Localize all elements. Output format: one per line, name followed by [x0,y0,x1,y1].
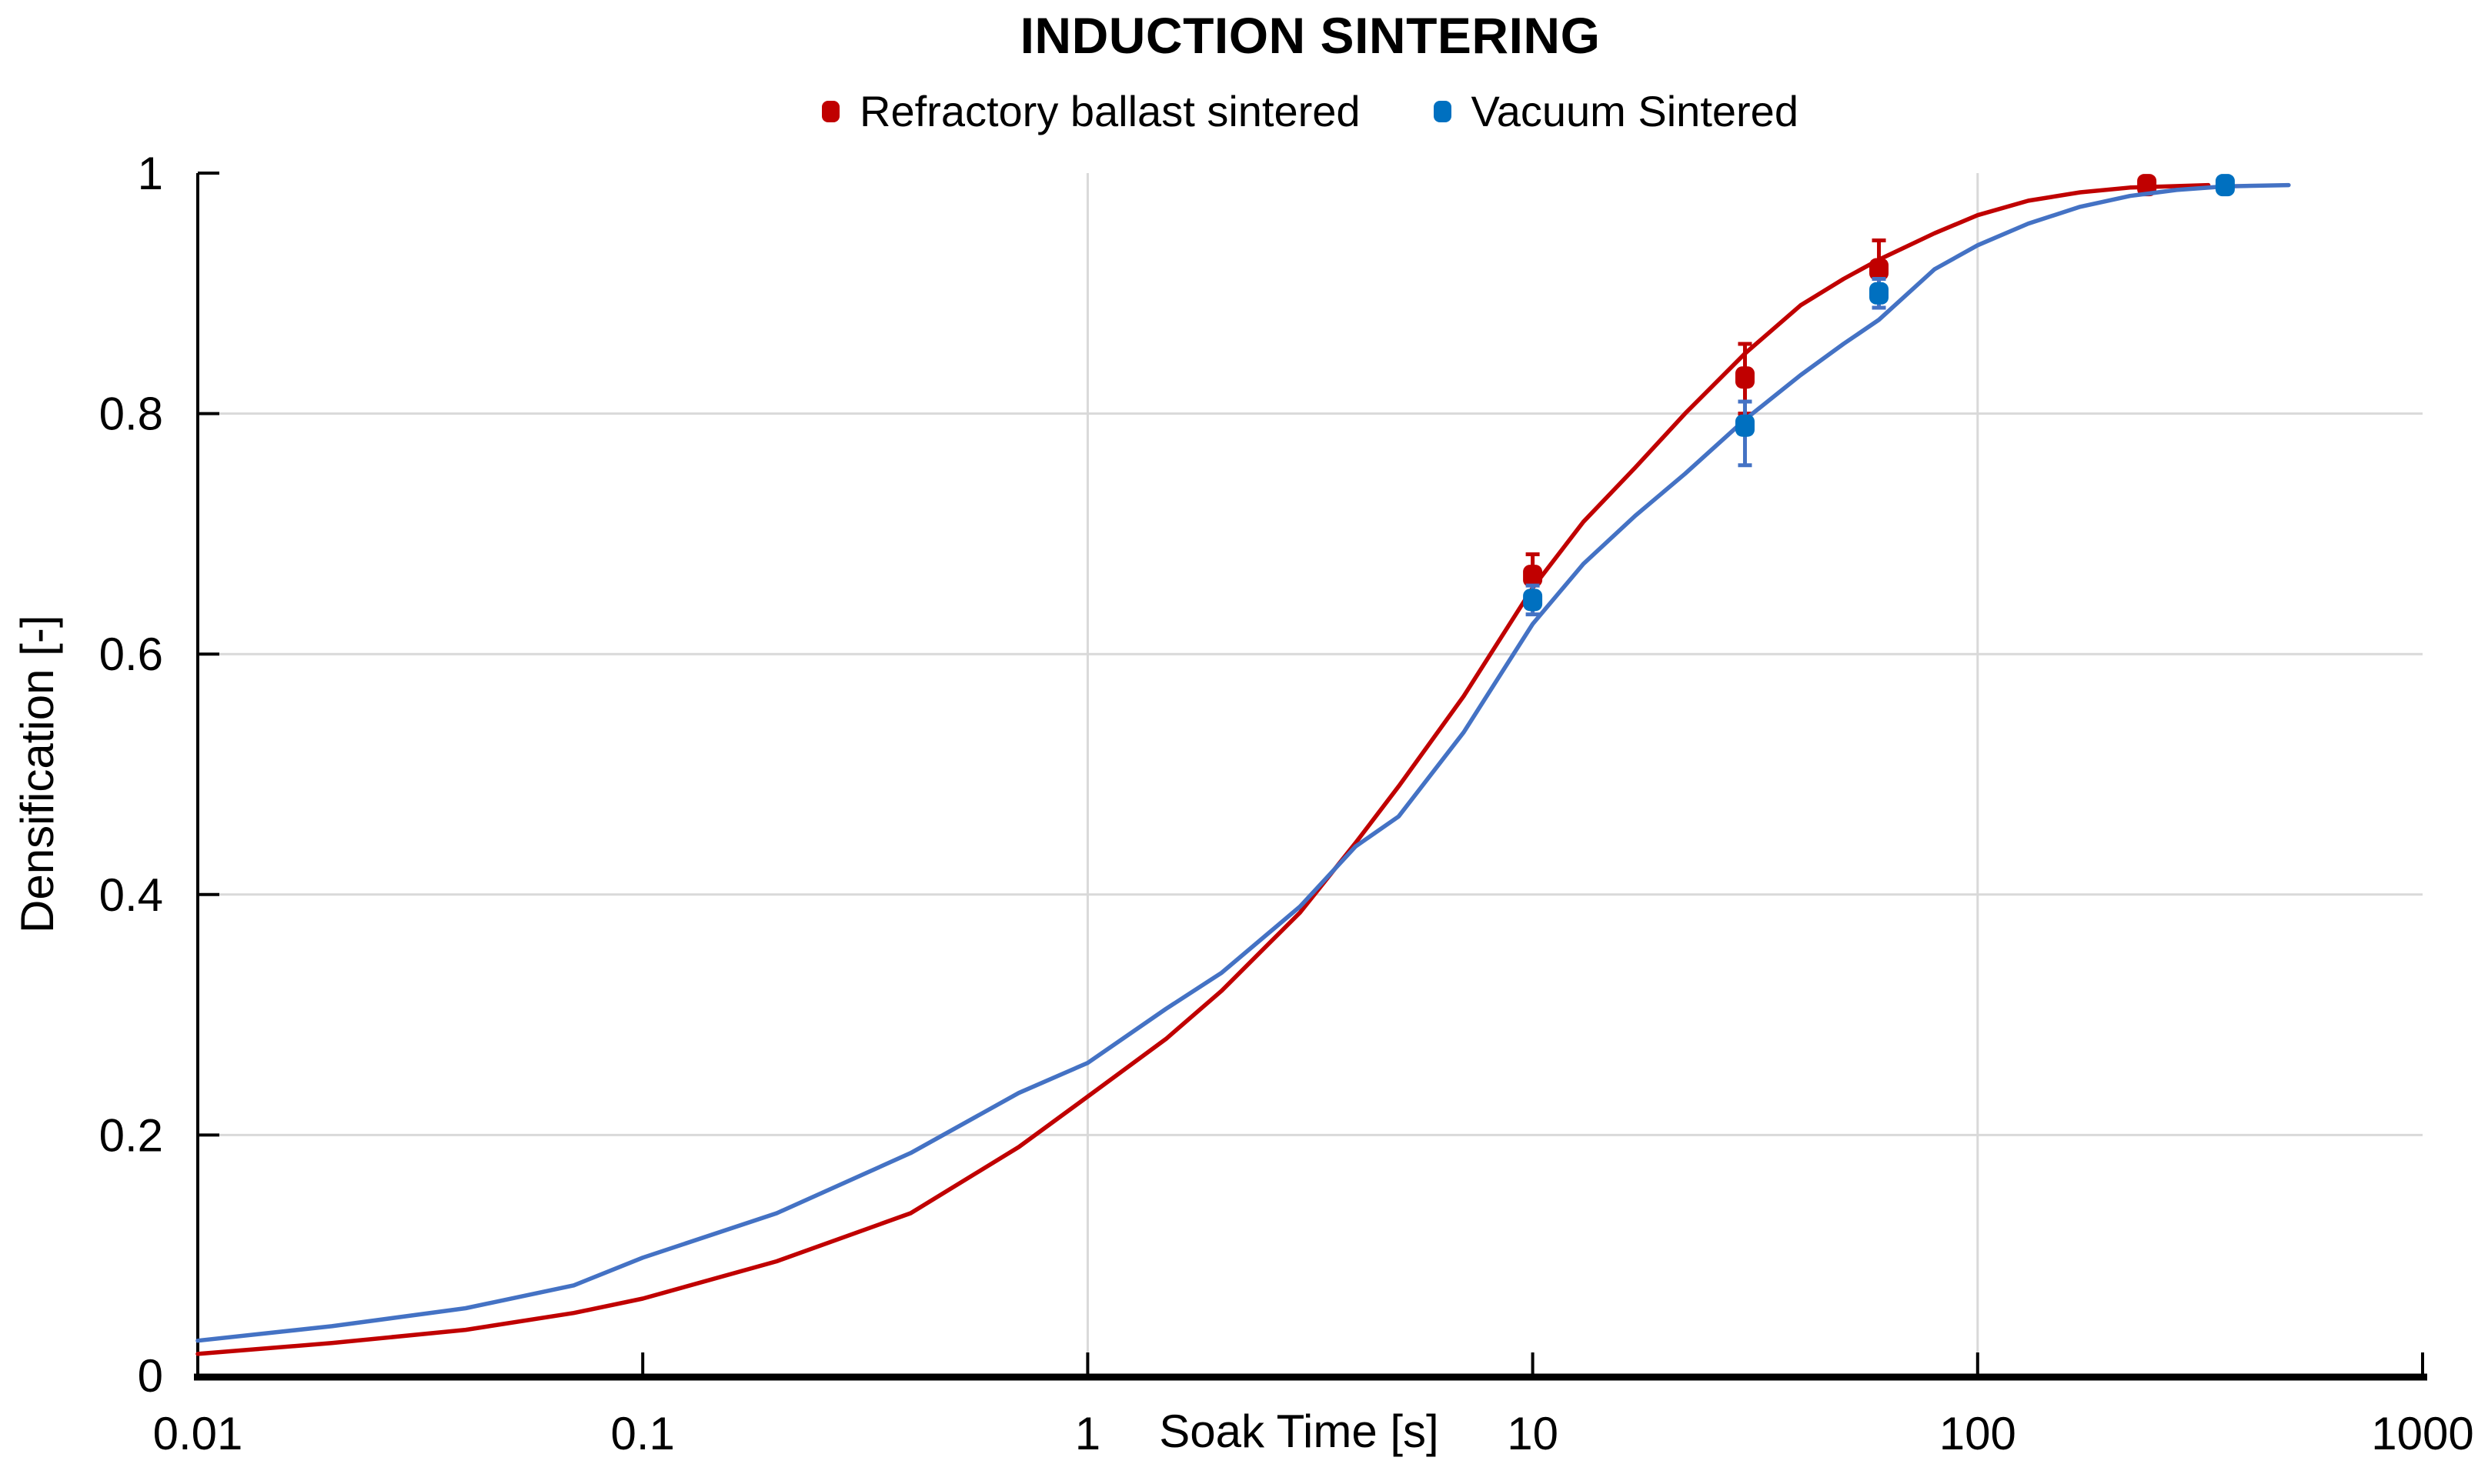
data-point-marker [1735,366,1755,389]
x-tick-label: 1000 [2371,1408,2473,1459]
legend-label-vacuum: Vacuum Sintered [1471,87,1798,135]
chart-title: INDUCTION SINTERING [1020,7,1601,64]
y-tick-label: 0.2 [99,1109,163,1161]
y-axis-title: Densification [-] [12,615,63,934]
x-tick-label: 0.1 [610,1408,674,1459]
x-tick-label: 10 [1507,1408,1558,1459]
y-tick-label: 0.8 [99,389,163,440]
vacuum-series-swatch-icon [1433,100,1451,122]
y-tick-label: 1 [138,148,163,199]
x-tick-label: 0.01 [153,1408,243,1459]
legend-label-refractory: Refractory ballast sintered [860,87,1361,135]
data-point-marker [2215,174,2235,197]
y-tick-label: 0.6 [99,629,163,680]
data-point-marker [1735,414,1755,437]
x-tick-label: 1 [1075,1408,1100,1459]
data-point-marker [1869,282,1889,305]
legend: Refractory ballast sintered Vacuum Sinte… [198,86,2423,136]
data-point-marker [1869,258,1889,281]
data-point-marker [1523,589,1543,612]
x-axis-title: Soak Time [s] [1159,1406,1439,1457]
series-fit-curve [195,182,2291,1343]
legend-item-refractory: Refractory ballast sintered [822,86,1361,136]
y-tick-label: 0.4 [99,869,163,921]
data-point-marker [1523,565,1543,588]
x-tick-label: 100 [1939,1408,2016,1459]
legend-item-vacuum: Vacuum Sintered [1433,86,1798,136]
series-fit-curve [195,182,2211,1356]
y-tick-label: 0 [138,1350,163,1402]
data-point-marker [2137,174,2157,197]
refractory-series-swatch-icon [822,100,840,122]
